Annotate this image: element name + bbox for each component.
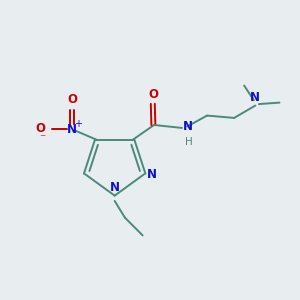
Text: N: N <box>67 123 77 136</box>
Text: ⁻: ⁻ <box>40 132 46 145</box>
Text: +: + <box>74 119 82 129</box>
Text: O: O <box>36 122 46 135</box>
Text: N: N <box>110 181 120 194</box>
Text: N: N <box>183 120 193 133</box>
Text: H: H <box>185 137 193 147</box>
Text: O: O <box>67 93 77 106</box>
Text: N: N <box>250 91 260 104</box>
Text: O: O <box>148 88 158 101</box>
Text: N: N <box>146 168 156 181</box>
